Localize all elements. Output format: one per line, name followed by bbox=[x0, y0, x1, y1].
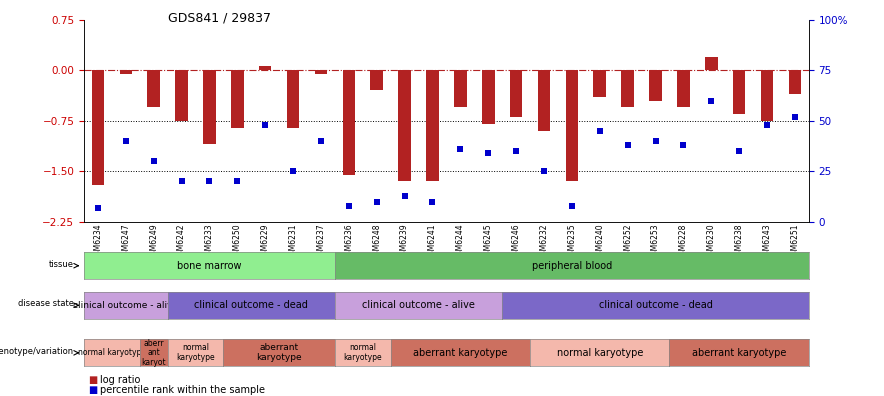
Bar bbox=[370, 70, 383, 90]
Bar bbox=[733, 70, 745, 114]
Bar bbox=[510, 70, 522, 117]
Bar bbox=[454, 70, 467, 107]
Bar bbox=[148, 70, 160, 107]
Bar bbox=[593, 70, 606, 97]
Text: percentile rank within the sample: percentile rank within the sample bbox=[100, 385, 265, 395]
Bar bbox=[649, 70, 662, 101]
Bar bbox=[399, 70, 411, 181]
Text: bone marrow: bone marrow bbox=[177, 261, 241, 271]
Text: peripheral blood: peripheral blood bbox=[532, 261, 612, 271]
Text: aberrant karyotype: aberrant karyotype bbox=[692, 348, 787, 358]
Bar bbox=[761, 70, 774, 121]
Text: ■: ■ bbox=[88, 375, 97, 385]
Text: aberrant
karyotype: aberrant karyotype bbox=[256, 343, 302, 362]
Bar bbox=[621, 70, 634, 107]
Bar bbox=[789, 70, 801, 94]
Bar bbox=[286, 70, 300, 128]
Text: clinical outcome - alive: clinical outcome - alive bbox=[362, 300, 475, 310]
Bar bbox=[315, 70, 327, 74]
Text: aberr
ant
karyot: aberr ant karyot bbox=[141, 339, 166, 367]
Bar bbox=[231, 70, 244, 128]
Text: GDS841 / 29837: GDS841 / 29837 bbox=[168, 12, 271, 25]
Bar bbox=[677, 70, 690, 107]
Text: normal
karyotype: normal karyotype bbox=[176, 343, 215, 362]
Bar bbox=[566, 70, 578, 181]
Text: genotype/variation: genotype/variation bbox=[0, 347, 74, 356]
Text: normal karyotype: normal karyotype bbox=[557, 348, 643, 358]
Bar bbox=[259, 66, 271, 70]
Text: clinical outcome - dead: clinical outcome - dead bbox=[598, 300, 713, 310]
Text: aberrant karyotype: aberrant karyotype bbox=[413, 348, 507, 358]
Bar bbox=[92, 70, 104, 185]
Bar bbox=[537, 70, 550, 131]
Text: clinical outcome - dead: clinical outcome - dead bbox=[194, 300, 309, 310]
Text: clinical outcome - alive: clinical outcome - alive bbox=[73, 301, 179, 310]
Bar bbox=[119, 70, 132, 74]
Text: normal
karyotype: normal karyotype bbox=[344, 343, 382, 362]
Bar bbox=[203, 70, 216, 144]
Bar bbox=[175, 70, 187, 121]
Text: log ratio: log ratio bbox=[100, 375, 141, 385]
Text: disease state: disease state bbox=[18, 299, 74, 308]
Bar bbox=[705, 57, 718, 70]
Text: tissue: tissue bbox=[49, 260, 74, 269]
Bar bbox=[343, 70, 355, 175]
Text: normal karyotype: normal karyotype bbox=[78, 348, 146, 357]
Bar bbox=[426, 70, 438, 181]
Text: ■: ■ bbox=[88, 385, 97, 395]
Bar bbox=[482, 70, 494, 124]
